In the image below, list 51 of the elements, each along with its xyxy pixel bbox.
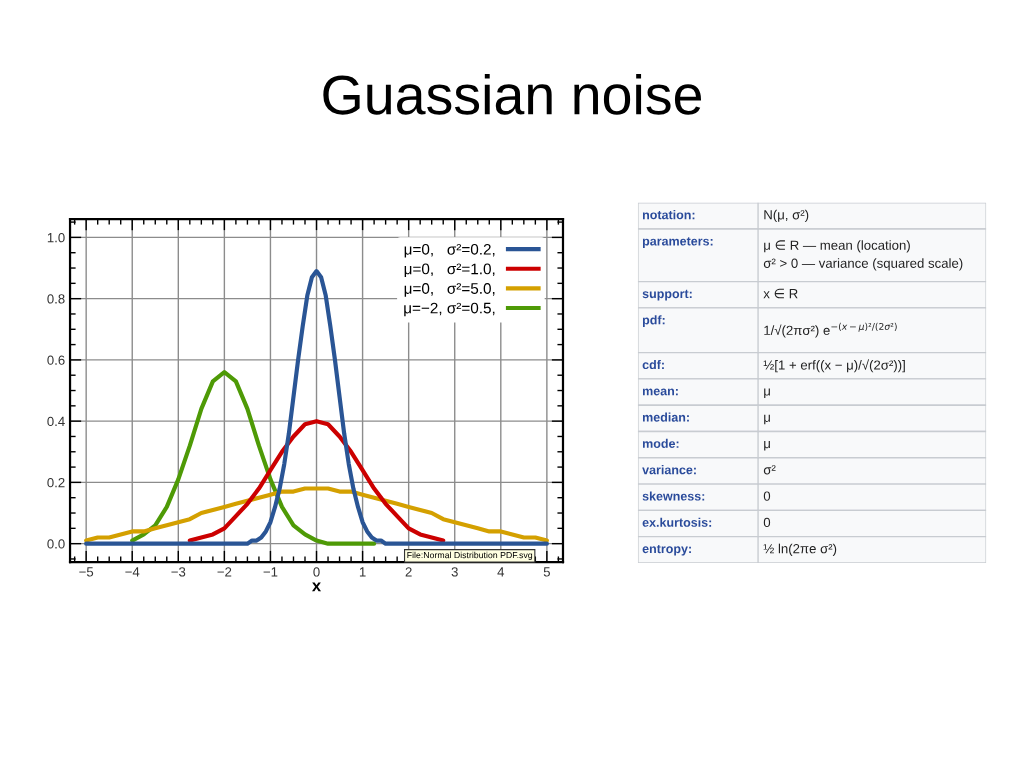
- text: cdf:: [642, 359, 664, 370]
- text: 0: [763, 517, 771, 528]
- x-tick-label: −2: [217, 567, 232, 577]
- text: skewness:: [642, 491, 705, 501]
- x-tick-label: 3: [451, 567, 458, 577]
- text: ½ ln(2πe σ²): [763, 543, 837, 556]
- legend-label: μ=0, σ²=5.0,: [404, 283, 495, 297]
- y-tick-label: 0.6: [47, 355, 65, 365]
- x-tick-label: −1: [263, 567, 278, 577]
- y-tick-label: 0.0: [47, 539, 65, 549]
- legend-label: μ=0, σ²=1.0,: [404, 263, 495, 278]
- text: μ: [764, 414, 770, 425]
- text: ex.kurtosis:: [642, 517, 712, 527]
- text: μ: [764, 441, 770, 451]
- annotation: File:Normal Distribution PDF.svg: [407, 551, 533, 560]
- text: 1/√(2πσ²) e$^{−(x−μ)²/(2σ²)}$: [764, 322, 897, 338]
- y-tick-label: 0.2: [47, 477, 65, 488]
- x-tick-label: −3: [171, 567, 186, 577]
- chart-title: Guassian noise: [323, 73, 702, 115]
- x-tick-label: −4: [125, 567, 140, 577]
- line-series: [130, 370, 377, 546]
- text: mean:: [642, 388, 678, 396]
- x-axis-title: x: [312, 582, 322, 592]
- text: parameters:: [642, 237, 713, 249]
- text: median:: [642, 412, 689, 422]
- text: 0: [763, 491, 771, 501]
- y-tick-label: 1.0: [47, 232, 65, 243]
- text: x ∈ R: [763, 288, 798, 299]
- x-tick-label: 2: [405, 567, 412, 577]
- text: N(μ, σ²): [764, 209, 809, 223]
- x-tick-label: −5: [79, 567, 94, 577]
- text: pdf:: [642, 315, 665, 327]
- y-tick-label: 0.4: [47, 416, 65, 427]
- x-tick-label: 0: [313, 567, 320, 577]
- text: entropy:: [642, 544, 691, 556]
- text: mode:: [642, 438, 679, 448]
- legend-label: μ=−2, σ²=0.5,: [404, 302, 495, 317]
- line-series: [84, 486, 549, 543]
- text: support:: [642, 289, 692, 301]
- legend-label: μ=0, σ²=0.2,: [404, 243, 495, 258]
- text: σ²: [763, 465, 776, 475]
- x-tick-label: 1: [359, 567, 366, 577]
- x-tick-label: 5: [543, 567, 550, 577]
- x-tick-label: 4: [497, 567, 505, 577]
- text: notation:: [642, 210, 695, 220]
- text: ½[1 + erf((x − μ)/√(2σ²))]: [763, 359, 905, 373]
- line-series: [187, 419, 446, 543]
- y-tick-label: 0.8: [47, 294, 65, 304]
- text: variance:: [642, 465, 696, 475]
- text: μ ∈ R — mean (location) σ² > 0 — variance (squared scale): [763, 240, 963, 271]
- text: μ: [764, 388, 770, 398]
